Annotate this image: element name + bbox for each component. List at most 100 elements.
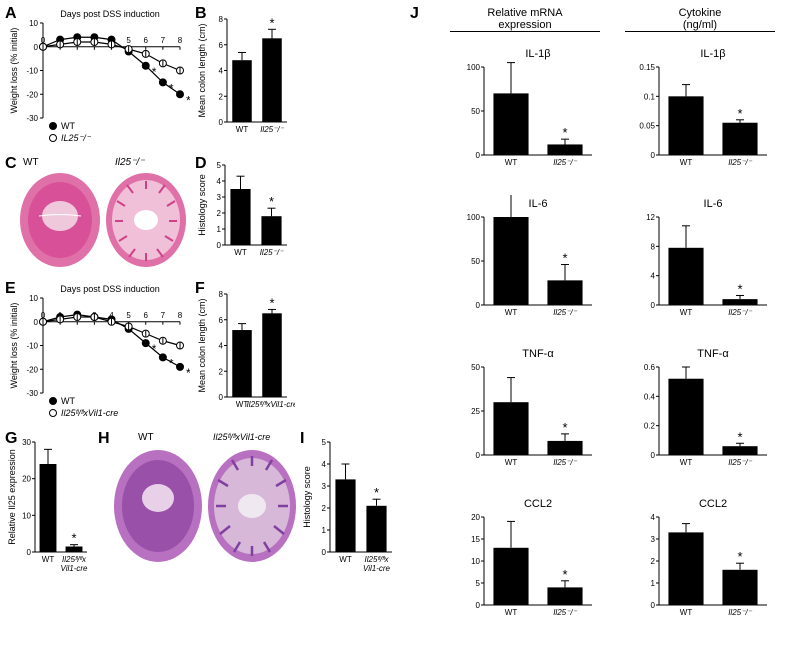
svg-text:0: 0: [219, 118, 224, 127]
svg-text:0: 0: [322, 548, 327, 557]
panel-c-ko-label: Il25⁻/⁻: [115, 157, 144, 168]
svg-text:WT: WT: [680, 158, 693, 167]
panel-g: G 0102030WTIl25ᶠˡ/ᶠˡxVil1-cre*Relative I…: [5, 430, 95, 580]
svg-text:100: 100: [467, 63, 481, 72]
svg-text:0: 0: [476, 451, 481, 460]
svg-text:3: 3: [651, 535, 656, 544]
svg-text:0: 0: [219, 393, 224, 402]
panel-b: B 02468WTIl25⁻/⁻*Mean colon length (cm): [195, 5, 295, 150]
svg-text:*: *: [562, 251, 567, 266]
svg-text:3: 3: [322, 482, 327, 491]
panel-e-label: E: [5, 280, 16, 298]
svg-text:*: *: [169, 356, 174, 370]
panel-j-cyto-header: Cytokine(ng/ml): [625, 7, 775, 32]
histology-h-ko: [206, 446, 298, 566]
svg-text:*: *: [562, 125, 567, 140]
svg-text:IL-6: IL-6: [704, 198, 723, 210]
svg-text:*: *: [737, 281, 742, 296]
panel-e: E Days post DSS induction -30-20-1001001…: [5, 280, 190, 425]
svg-text:8: 8: [178, 36, 183, 45]
svg-text:0: 0: [651, 301, 656, 310]
panel-j-mrna-header: Relative mRNAexpression: [450, 7, 600, 32]
panel-c: C WT Il25⁻/⁻: [5, 155, 190, 273]
svg-text:2: 2: [322, 504, 327, 513]
panel-j-CCL2-mrna: 05101520WTIl25⁻/⁻*CCL2: [450, 495, 600, 635]
histology-ko: [105, 171, 187, 269]
svg-text:Mean colon length (cm): Mean colon length (cm): [197, 298, 207, 392]
svg-text:Il25⁻/⁻: Il25⁻/⁻: [260, 248, 284, 257]
svg-text:0: 0: [476, 301, 481, 310]
svg-text:7: 7: [161, 311, 166, 320]
panel-d-chart: 012345WTIl25⁻/⁻*Histology score: [195, 155, 295, 275]
svg-text:Relative Il25 expression: Relative Il25 expression: [7, 449, 17, 545]
svg-text:CCL2: CCL2: [524, 498, 552, 510]
svg-text:WT: WT: [505, 308, 518, 317]
panel-f-chart: 02468WTIl25ᶠˡ/ᶠˡxVil1-cre*Mean colon len…: [195, 280, 295, 425]
svg-text:2: 2: [219, 92, 224, 101]
svg-text:*: *: [152, 65, 157, 79]
svg-text:WT: WT: [61, 121, 75, 131]
svg-text:Il25ᶠˡ/ᶠˡxVil1-cre: Il25ᶠˡ/ᶠˡxVil1-cre: [247, 400, 295, 409]
svg-text:*: *: [186, 93, 190, 107]
svg-text:3: 3: [217, 193, 222, 202]
svg-text:Vil1-cre: Vil1-cre: [61, 564, 89, 573]
svg-text:5: 5: [126, 311, 131, 320]
svg-text:8: 8: [178, 311, 183, 320]
panel-e-chart: Days post DSS induction -30-20-100100123…: [5, 280, 190, 425]
histology-h-wt: [112, 446, 204, 566]
panel-c-label: C: [5, 155, 17, 173]
svg-text:*: *: [71, 531, 76, 546]
svg-text:4: 4: [651, 513, 656, 522]
svg-text:0.2: 0.2: [644, 422, 656, 431]
svg-text:0.4: 0.4: [644, 392, 656, 401]
svg-text:Il25ᶠˡ/ᶠˡx: Il25ᶠˡ/ᶠˡx: [62, 555, 87, 564]
svg-text:*: *: [737, 106, 742, 121]
panel-h-label: H: [98, 430, 110, 448]
svg-text:4: 4: [219, 342, 224, 351]
svg-text:6: 6: [219, 41, 224, 50]
svg-text:Il25⁻/⁻: Il25⁻/⁻: [728, 608, 752, 617]
svg-text:Il25⁻/⁻: Il25⁻/⁻: [260, 125, 284, 134]
panel-b-label: B: [195, 5, 207, 23]
svg-text:WT: WT: [236, 125, 249, 134]
svg-text:0: 0: [34, 43, 39, 52]
svg-text:*: *: [737, 549, 742, 564]
svg-text:0: 0: [476, 151, 481, 160]
svg-text:1: 1: [651, 579, 656, 588]
panel-e-title: Days post DSS induction: [60, 284, 160, 294]
svg-text:IL-1β: IL-1β: [700, 48, 725, 60]
svg-text:*: *: [374, 485, 379, 500]
svg-text:1: 1: [322, 526, 327, 535]
panel-f: F 02468WTIl25ᶠˡ/ᶠˡxVil1-cre*Mean colon l…: [195, 280, 295, 425]
svg-text:Il25ᶠˡ/ᶠˡx: Il25ᶠˡ/ᶠˡx: [365, 555, 390, 564]
svg-text:10: 10: [22, 511, 31, 520]
svg-text:WT: WT: [680, 458, 693, 467]
svg-text:WT: WT: [61, 396, 75, 406]
svg-text:4: 4: [651, 272, 656, 281]
svg-text:Histology score: Histology score: [302, 466, 312, 528]
svg-text:1: 1: [217, 225, 222, 234]
svg-text:5: 5: [126, 36, 131, 45]
svg-text:25: 25: [471, 407, 480, 416]
svg-text:0: 0: [651, 451, 656, 460]
panel-i-chart: 012345WTIl25ᶠˡ/ᶠˡxVil1-cre*Histology sco…: [300, 430, 400, 580]
panel-i-label: I: [300, 430, 304, 448]
svg-text:*: *: [562, 420, 567, 435]
svg-text:0: 0: [651, 151, 656, 160]
svg-text:0: 0: [476, 601, 481, 610]
svg-text:20: 20: [471, 513, 480, 522]
svg-text:Il25⁻/⁻: Il25⁻/⁻: [553, 608, 577, 617]
svg-text:6: 6: [144, 36, 149, 45]
svg-text:WT: WT: [505, 608, 518, 617]
panel-h: H WT Il25ᶠˡ/ᶠˡxVil1-cre: [98, 430, 300, 580]
svg-text:5: 5: [217, 161, 222, 170]
svg-text:TNF-α: TNF-α: [522, 348, 554, 360]
svg-text:0: 0: [34, 318, 39, 327]
svg-text:5: 5: [476, 579, 481, 588]
svg-text:-30: -30: [26, 389, 38, 398]
panel-j: J Relative mRNAexpression Cytokine(ng/ml…: [410, 5, 795, 645]
svg-text:Il25ᶠˡ/ᶠˡxVil1-cre: Il25ᶠˡ/ᶠˡxVil1-cre: [61, 408, 118, 418]
svg-text:-10: -10: [26, 67, 38, 76]
svg-text:5: 5: [322, 438, 327, 447]
svg-text:6: 6: [144, 311, 149, 320]
